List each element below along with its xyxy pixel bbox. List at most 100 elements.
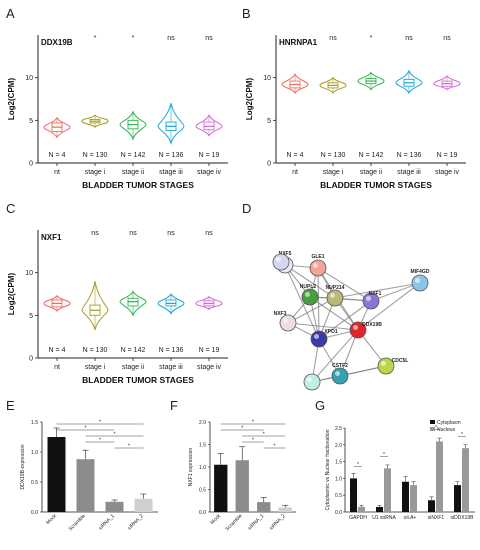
network-node-label: NXF3 <box>274 311 287 317</box>
sample-count: N = 130 <box>83 152 108 159</box>
node-highlight <box>330 293 335 298</box>
x-tick-label: siRNA_1 <box>247 513 265 531</box>
y-tick-label: 10 <box>263 75 271 82</box>
x-tick-label: siRNA_2 <box>127 513 145 531</box>
sample-count: N = 4 <box>287 152 304 159</box>
significance-label: * <box>241 426 243 432</box>
sample-count: N = 19 <box>437 152 458 159</box>
y-tick-label: 5 <box>267 118 271 125</box>
x-tick-label: stage ii <box>360 169 383 176</box>
violin-chart-ddx19b: 0 5 10 Log2(CPM) DDX19B BLADDER TUMOR STAGES N… <box>7 35 228 190</box>
panel-letter-g: G <box>315 398 325 413</box>
network-edge <box>317 267 372 302</box>
sample-count: N = 4 <box>49 152 66 159</box>
y-tick-label: 0 <box>29 161 33 168</box>
panel-title: NXF1 <box>41 233 62 242</box>
bar <box>384 468 391 512</box>
network-edge <box>357 282 421 331</box>
network-node-label: NXF1 <box>369 291 382 297</box>
legend-label: Cytoplasm <box>437 420 461 426</box>
network-node-label: MIF4GD <box>411 269 430 275</box>
bar <box>454 485 461 512</box>
violin-shape <box>157 292 185 315</box>
protein-interaction-network: NXF5 GLE1 NUPL2 NUP214 NXF1 MIF4GD NXF3 XPO1 DDX… <box>272 251 430 391</box>
x-tick-label: Mock <box>45 513 58 526</box>
x-tick-label: stage iv <box>435 169 460 176</box>
network-node-label: NUPL2 <box>300 284 317 290</box>
panel-letter-c: C <box>6 201 15 216</box>
panel-letter-e: E <box>6 398 15 413</box>
significance-label: * <box>252 438 254 444</box>
significance-label: * <box>263 432 265 438</box>
network-node-label: XPO1 <box>324 329 338 335</box>
y-tick-label: 2.0 <box>335 443 342 449</box>
x-axis-title: BLADDER TUMOR STAGES <box>320 180 432 190</box>
violin-shape <box>119 110 147 141</box>
significance-label: * <box>99 420 101 426</box>
legend-label: Nucleus <box>437 427 456 433</box>
y-tick-label: 0.0 <box>335 510 342 516</box>
y-tick-label: 1.5 <box>335 460 342 466</box>
network-node <box>303 373 321 391</box>
y-axis-label: Log2(CPM) <box>7 273 16 316</box>
significance-label: * <box>383 452 385 458</box>
bar <box>235 460 249 512</box>
bar <box>47 437 66 512</box>
significance-label: * <box>99 438 101 444</box>
network-node-label: NXF5 <box>279 251 292 257</box>
sample-count: N = 142 <box>359 152 384 159</box>
x-tick-label: Scramble <box>224 513 243 532</box>
x-tick-label: Mock <box>209 513 222 526</box>
y-tick-label: 1.0 <box>199 465 206 471</box>
violin-shape <box>395 69 423 95</box>
network-node-label: CSTF2 <box>332 363 348 369</box>
x-tick-label: stage iv <box>197 169 222 176</box>
significance-label: * <box>128 444 130 450</box>
y-tick-label: 10 <box>25 75 33 82</box>
significance-label: * <box>132 35 135 42</box>
x-tick-label: nt <box>54 364 60 371</box>
bar <box>350 478 357 512</box>
significance-label: ns <box>329 35 337 42</box>
node-highlight <box>366 296 371 301</box>
x-tick-label: stage i <box>85 169 106 176</box>
bar <box>410 485 417 512</box>
bar <box>376 506 383 512</box>
network-node <box>279 314 297 332</box>
violin-shape <box>43 294 71 312</box>
node-highlight <box>381 361 386 366</box>
x-tick-label: siNXF1 <box>428 515 445 521</box>
violin-chart-nxf1: 0 5 10 Log2(CPM) NXF1 BLADDER TUMOR STAGES N =… <box>7 230 228 385</box>
significance-label: ns <box>91 230 99 237</box>
node-highlight <box>305 292 310 297</box>
violin-shape <box>319 76 347 94</box>
y-tick-label: 2.0 <box>199 420 206 426</box>
node-highlight <box>314 334 319 339</box>
significance-label: * <box>85 426 87 432</box>
significance-label: ns <box>443 35 451 42</box>
y-tick-label: 0 <box>267 161 271 168</box>
x-tick-label: stage ii <box>122 169 145 176</box>
network-edge <box>284 264 320 340</box>
y-tick-label: 0.5 <box>335 493 342 499</box>
x-tick-label: oli.A+ <box>404 515 417 521</box>
node-highlight <box>307 377 312 382</box>
significance-label: * <box>94 35 97 42</box>
bar <box>134 498 153 512</box>
significance-label: ns <box>205 230 213 237</box>
significance-label: * <box>370 35 373 42</box>
network-node <box>326 289 344 307</box>
significance-label: ns <box>129 230 137 237</box>
x-tick-label: siDDX19B <box>450 515 474 521</box>
network-node <box>272 253 290 271</box>
network-node-label: GLE1 <box>311 254 324 260</box>
node-highlight <box>283 318 288 323</box>
sample-count: N = 142 <box>121 152 146 159</box>
x-tick-label: nt <box>54 169 60 176</box>
network-node <box>309 259 327 277</box>
bar <box>358 506 365 512</box>
violin-shape <box>281 73 309 95</box>
network-node <box>411 274 429 292</box>
y-tick-label: 1.5 <box>31 420 38 426</box>
network-edge <box>334 282 421 299</box>
